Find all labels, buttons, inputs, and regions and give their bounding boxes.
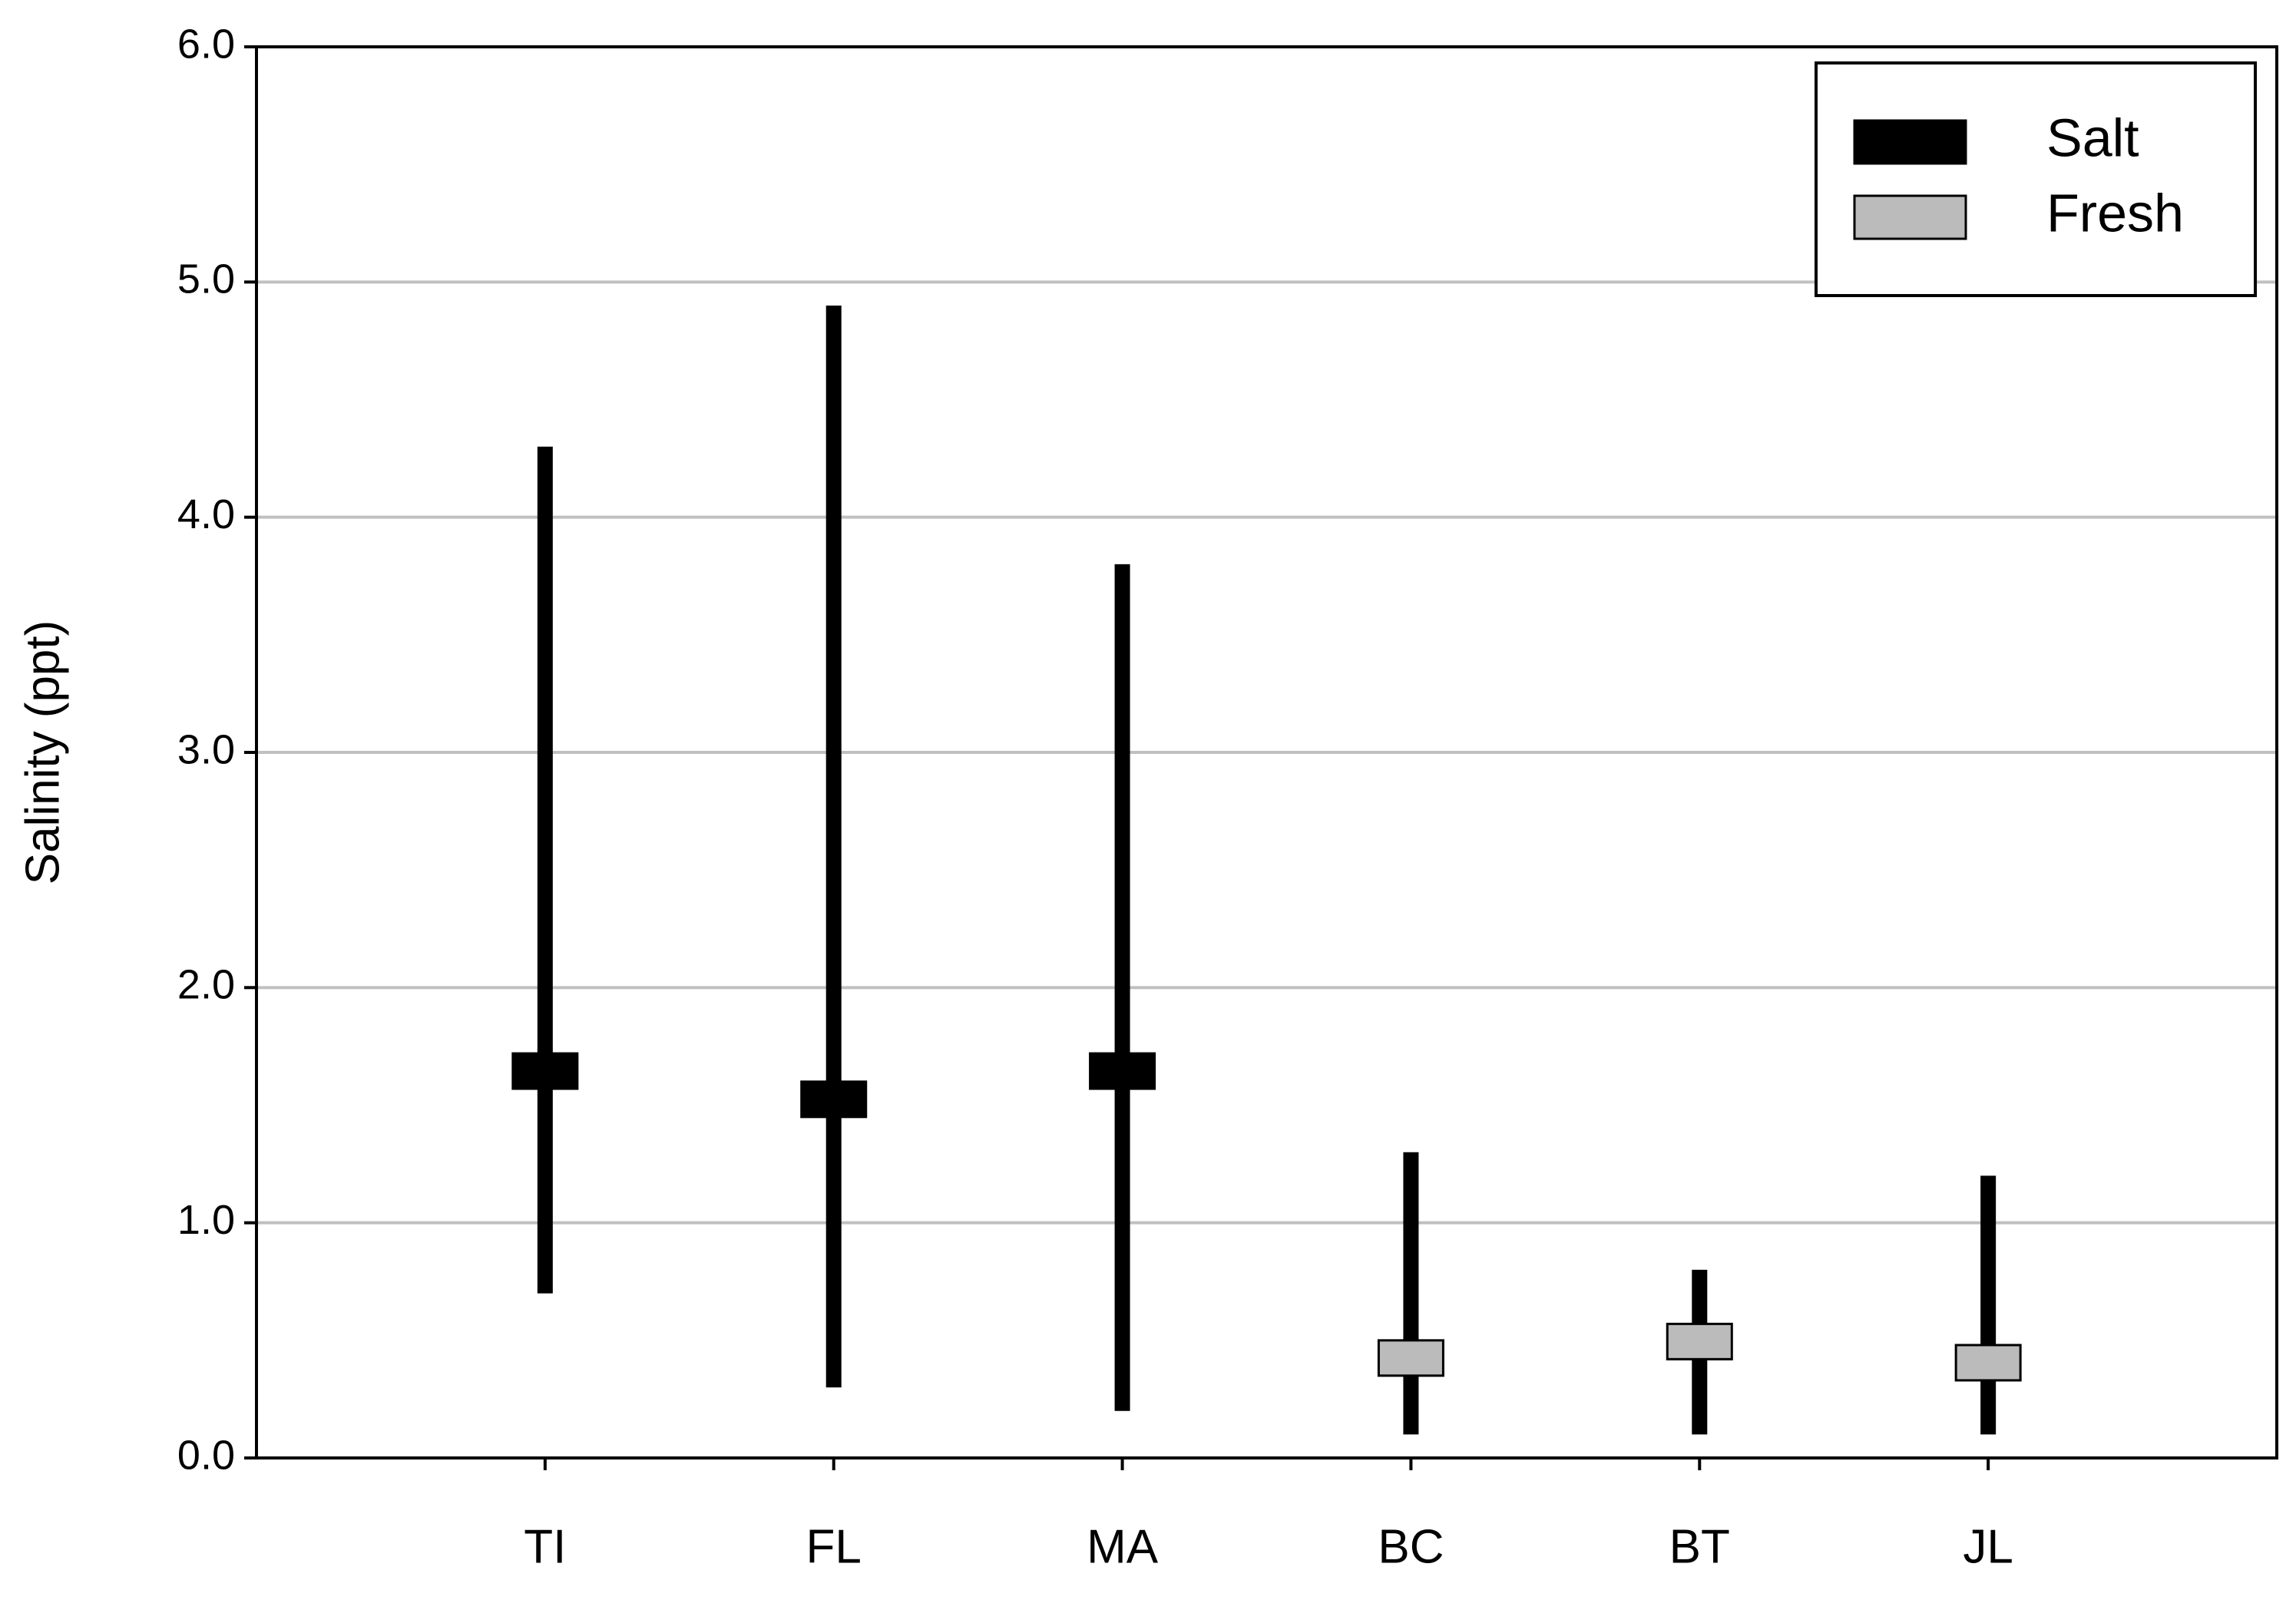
y-tick-label: 4.0 (177, 491, 235, 537)
legend-box (1815, 61, 2257, 297)
box (1666, 1322, 1733, 1360)
legend-swatch (1853, 194, 1967, 240)
x-tick-label: BT (1669, 1520, 1730, 1573)
x-tick-label: FL (806, 1520, 862, 1573)
x-tick-label: TI (524, 1520, 566, 1573)
box (511, 1052, 579, 1090)
box (1089, 1052, 1156, 1090)
box (800, 1080, 868, 1119)
box (1377, 1339, 1444, 1377)
legend-label: Fresh (2046, 183, 2184, 243)
x-tick-label: BC (1378, 1520, 1444, 1573)
y-tick-label: 6.0 (177, 21, 235, 67)
box (1954, 1344, 2022, 1382)
y-tick-label: 2.0 (177, 962, 235, 1008)
x-tick-label: JL (1963, 1520, 2013, 1573)
x-tick-label: MA (1087, 1520, 1159, 1573)
legend-swatch (1853, 119, 1967, 165)
y-tick-label: 3.0 (177, 726, 235, 772)
plot-frame (255, 45, 2278, 1460)
legend-label: Salt (2046, 107, 2139, 167)
y-tick-label: 1.0 (177, 1197, 235, 1243)
y-axis-label: Salinity (ppt) (16, 620, 69, 885)
y-tick-label: 5.0 (177, 256, 235, 302)
y-tick-label: 0.0 (177, 1432, 235, 1478)
